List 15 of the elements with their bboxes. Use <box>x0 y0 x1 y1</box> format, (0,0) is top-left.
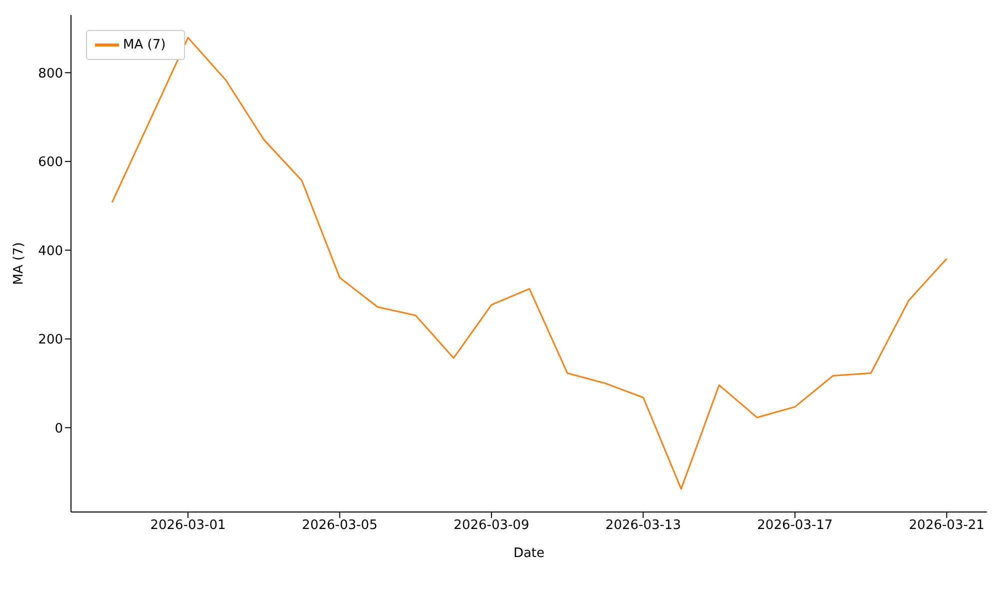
legend-label: MA (7) <box>123 38 166 53</box>
y-axis-title: MA (7) <box>12 242 27 285</box>
y-tick-label: 0 <box>54 421 63 436</box>
x-tick-label: 2026-03-17 <box>757 518 833 534</box>
y-tick-label: 400 <box>38 244 63 259</box>
line-series <box>111 36 948 490</box>
y-tick-label: 200 <box>38 332 63 348</box>
x-tick-label: 2026-03-13 <box>605 518 681 534</box>
x-axis-title: Date <box>513 546 545 561</box>
y-tick-label: 600 <box>38 155 63 170</box>
x-tick-label: 2026-03-05 <box>302 518 378 534</box>
x-tick-label: 2026-03-01 <box>150 518 226 534</box>
x-tick-label: 2026-03-09 <box>454 518 530 534</box>
x-tick-label: 2026-03-21 <box>908 518 984 534</box>
y-tick-label: 800 <box>38 66 63 82</box>
